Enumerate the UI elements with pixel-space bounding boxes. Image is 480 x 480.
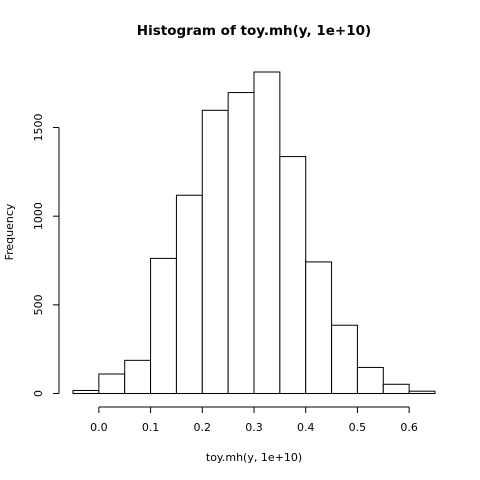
histogram-bar — [253, 71, 281, 394]
histogram-bar — [382, 383, 410, 394]
histogram-bars — [72, 71, 436, 395]
chart-title: Histogram of toy.mh(y, 1e+10) — [137, 23, 371, 39]
histogram-bar — [175, 194, 203, 394]
y-tick-label: 1500 — [32, 114, 45, 142]
histogram-bar — [124, 359, 152, 394]
x-axis-label: toy.mh(y, 1e+10) — [206, 451, 302, 464]
x-tick-label: 0.2 — [194, 421, 212, 434]
histogram-bar — [72, 389, 100, 394]
x-tick-label: 0.1 — [142, 421, 160, 434]
histogram-bar — [227, 92, 255, 395]
y-tick-label: 0 — [32, 390, 45, 397]
y-axis-label: Frequency — [3, 203, 16, 260]
x-tick-label: 0.5 — [349, 421, 367, 434]
histogram-bar — [201, 109, 229, 394]
histogram-bar — [331, 324, 358, 395]
histogram-bar — [150, 257, 177, 394]
y-tick-label: 1000 — [32, 202, 45, 230]
x-tick-label: 0.6 — [400, 421, 418, 434]
x-tick-label: 0.0 — [90, 421, 108, 434]
histogram-bar — [305, 261, 333, 394]
y-axis: 0 500 1000 1500 — [32, 114, 60, 397]
x-axis: 0.0 0.1 0.2 0.3 0.4 0.5 0.6 — [90, 406, 418, 434]
histogram-bar — [408, 390, 436, 394]
histogram-bar — [356, 366, 384, 395]
histogram-bar — [98, 373, 126, 394]
x-tick-label: 0.3 — [245, 421, 263, 434]
histogram-bar — [279, 156, 307, 394]
y-tick-label: 500 — [32, 294, 45, 315]
x-tick-label: 0.4 — [297, 421, 315, 434]
